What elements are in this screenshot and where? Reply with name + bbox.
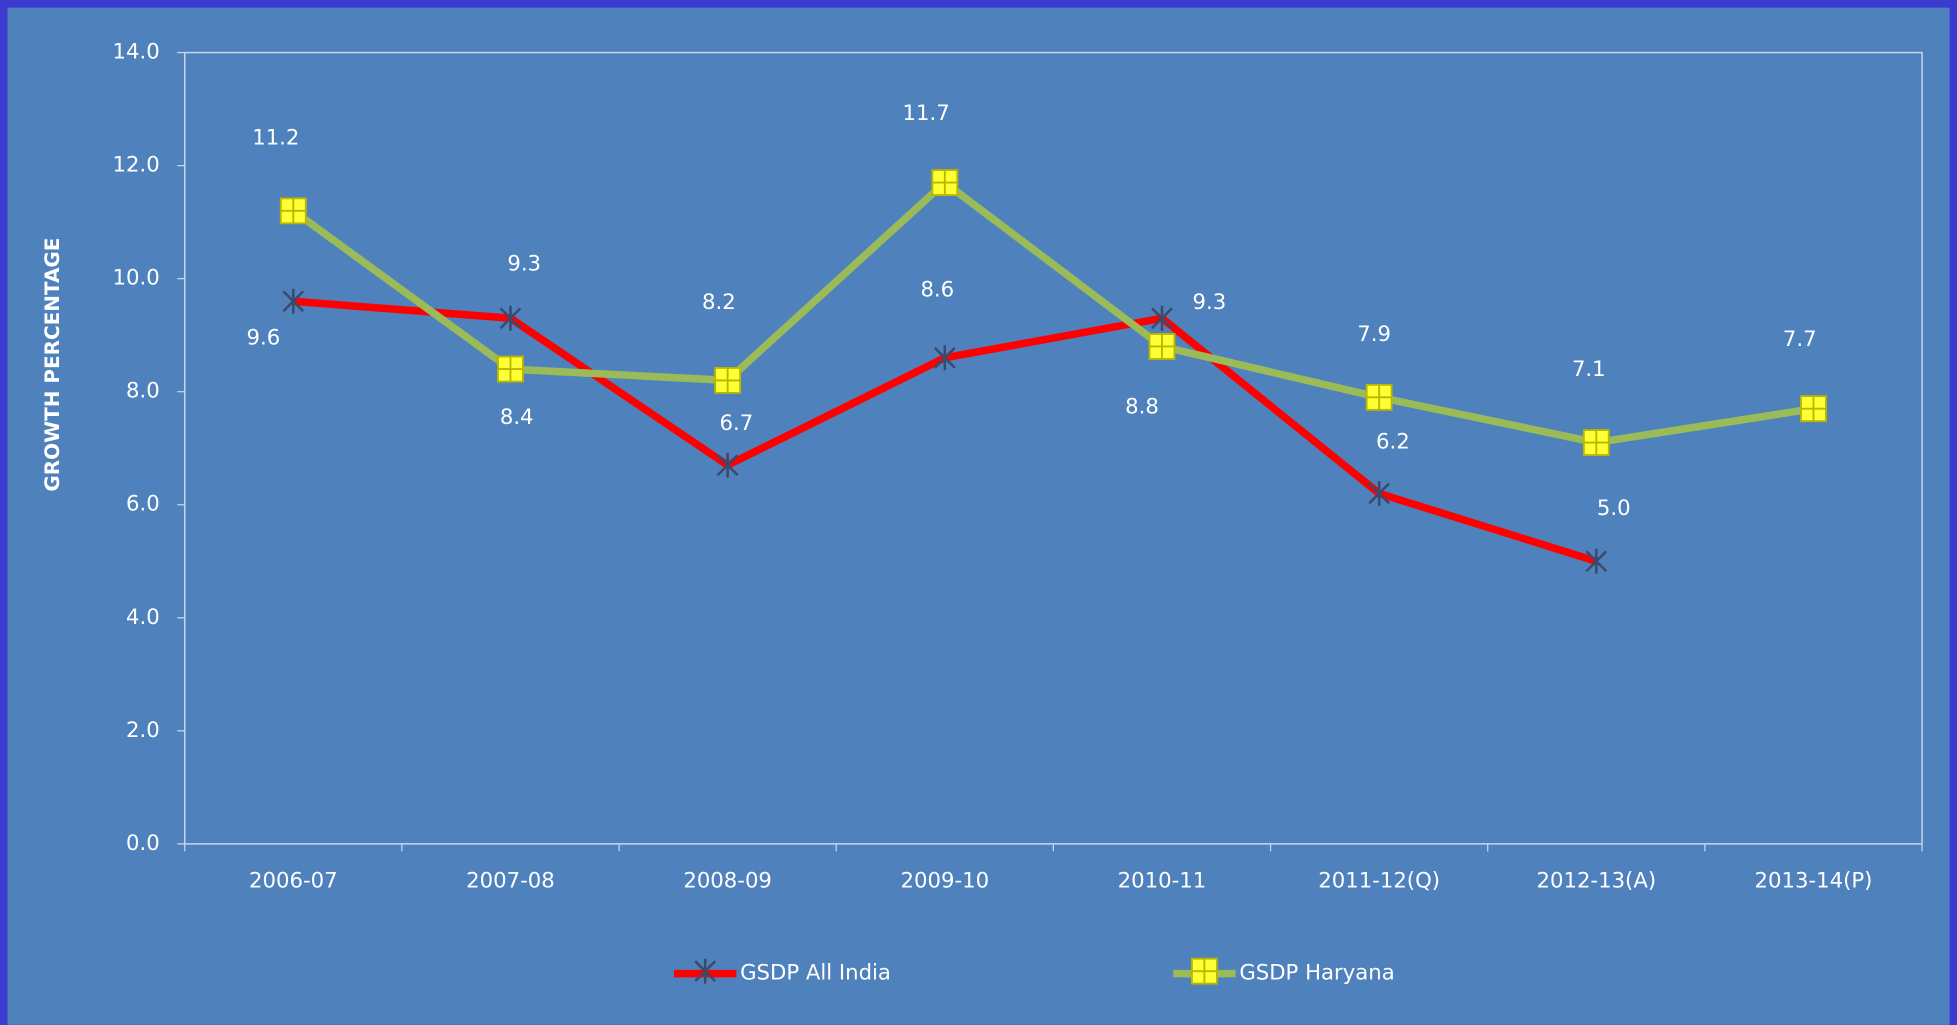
- x-tick-label: 2011-12(Q): [1318, 868, 1440, 893]
- y-tick-label: 0.0: [126, 831, 160, 856]
- y-tick-label: 8.0: [126, 379, 160, 404]
- marker-cross: [1366, 384, 1392, 410]
- x-tick-label: 2009-10: [901, 868, 990, 893]
- data-label: 9.3: [1193, 290, 1227, 315]
- y-tick-label: 14.0: [113, 40, 160, 65]
- marker-cross: [1583, 430, 1609, 456]
- data-label: 5.0: [1597, 496, 1631, 521]
- legend-label: GSDP Haryana: [1239, 961, 1394, 986]
- data-label: 8.2: [702, 290, 736, 315]
- y-tick-label: 10.0: [113, 266, 160, 291]
- x-tick-label: 2008-09: [683, 868, 772, 893]
- data-label: 8.6: [920, 277, 954, 302]
- marker-cross: [1191, 958, 1217, 984]
- y-tick-label: 2.0: [126, 718, 160, 743]
- marker: [282, 288, 305, 314]
- y-tick-label: 12.0: [113, 153, 160, 178]
- data-label: 7.1: [1572, 357, 1606, 382]
- legend-label: GSDP All India: [740, 961, 891, 986]
- marker: [716, 452, 739, 478]
- marker: [499, 305, 522, 331]
- marker-cross: [932, 170, 958, 196]
- y-tick-label: 4.0: [126, 605, 160, 630]
- data-label: 11.2: [252, 125, 299, 150]
- marker-cross: [1800, 396, 1826, 422]
- data-label: 6.2: [1376, 429, 1410, 454]
- data-label: 11.7: [902, 101, 949, 126]
- marker-cross: [280, 198, 306, 224]
- x-tick-label: 2013-14(P): [1755, 868, 1873, 893]
- x-tick-label: 2010-11: [1118, 868, 1207, 893]
- data-label: 7.7: [1783, 327, 1817, 352]
- x-tick-label: 2012-13(A): [1536, 868, 1656, 893]
- data-label: 7.9: [1357, 322, 1391, 347]
- data-label: 9.3: [507, 252, 541, 277]
- marker: [933, 345, 956, 371]
- data-label: 8.8: [1125, 395, 1159, 420]
- marker-cross: [715, 367, 741, 393]
- marker-cross: [497, 356, 523, 382]
- x-tick-label: 2007-08: [466, 868, 555, 893]
- x-tick-label: 2006-07: [249, 868, 338, 893]
- marker: [694, 958, 717, 984]
- marker: [1151, 305, 1173, 331]
- data-label: 9.6: [246, 326, 280, 351]
- y-axis-label: GROWTH PERCENTAGE: [40, 238, 64, 492]
- marker-cross: [1149, 334, 1175, 359]
- data-label: 8.4: [500, 405, 534, 430]
- y-tick-label: 6.0: [126, 492, 160, 517]
- marker: [1585, 548, 1608, 574]
- chart-area: [7, 7, 1950, 1025]
- series-line: [291, 178, 1815, 447]
- data-label: 6.7: [720, 411, 754, 436]
- marker: [1368, 480, 1391, 506]
